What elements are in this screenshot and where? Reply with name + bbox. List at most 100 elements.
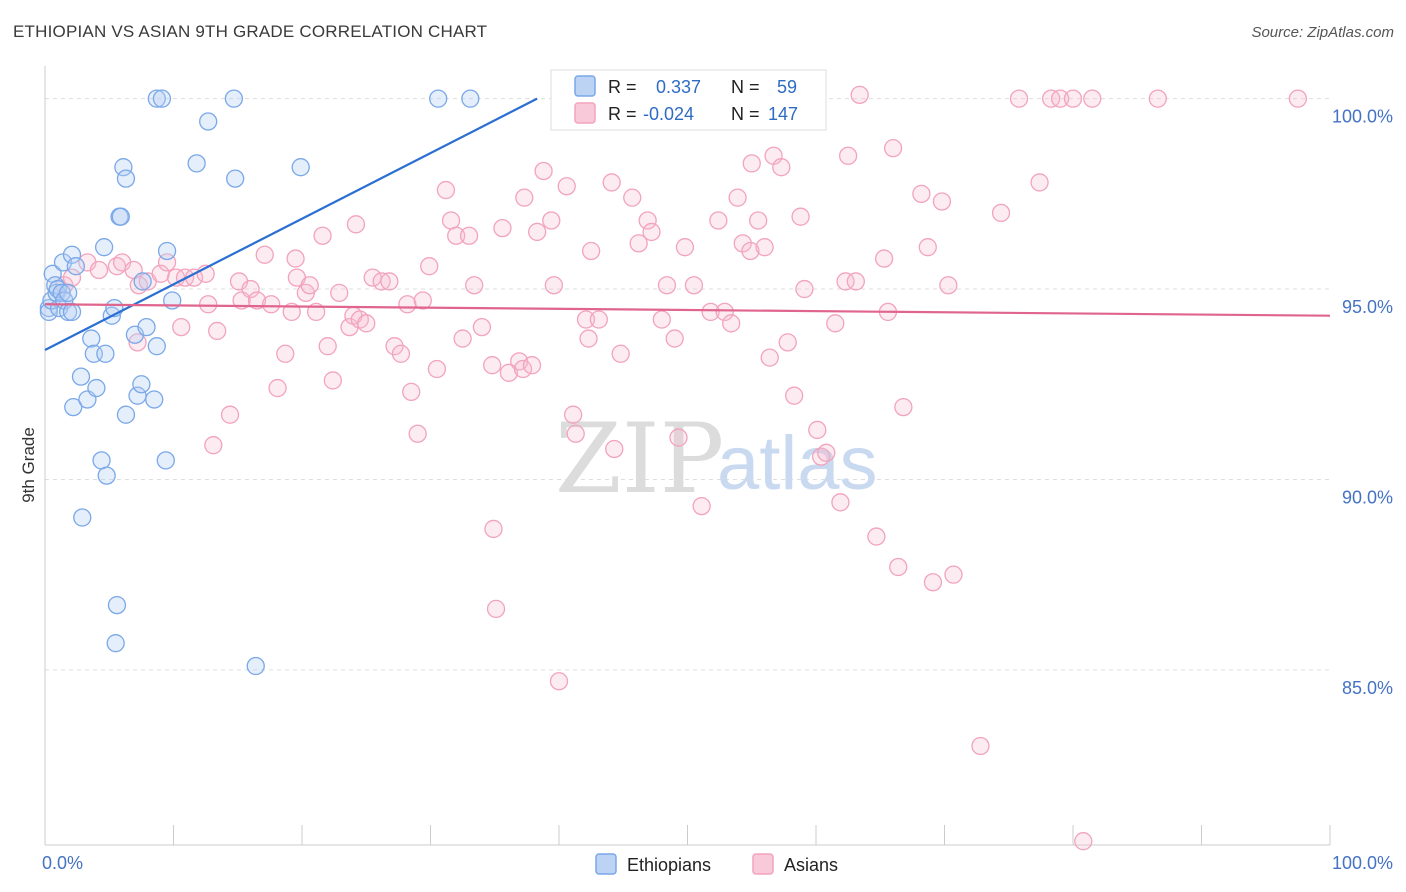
point-asians <box>722 314 741 333</box>
point-asians <box>1083 89 1102 108</box>
point-ethiopians <box>62 245 82 264</box>
point-asians <box>838 146 858 165</box>
point-asians <box>300 276 319 295</box>
point-ethiopians <box>116 169 136 188</box>
legend-r-label-2: R = <box>608 104 637 124</box>
point-asians <box>749 211 768 230</box>
point-asians <box>459 226 479 245</box>
point-asians <box>715 302 734 322</box>
watermark-atlas: atlas <box>717 421 878 506</box>
y-tick-label: 100.0% <box>1332 107 1393 127</box>
point-asians <box>513 359 533 379</box>
point-ethiopians <box>226 169 245 188</box>
point-asians <box>638 211 657 230</box>
bottom-legend-label-ethiopians: Ethiopians <box>627 855 711 875</box>
point-asians <box>576 310 596 329</box>
point-asians <box>579 329 598 348</box>
point-asians <box>247 291 267 310</box>
point-asians <box>701 302 720 322</box>
legend-n-value-ethiopians: 59 <box>777 77 797 97</box>
y-tick-label: 85.0% <box>1342 678 1393 698</box>
point-asians <box>684 276 704 295</box>
point-ethiopians <box>92 451 111 470</box>
point-asians <box>742 154 761 173</box>
point-asians <box>652 310 671 329</box>
point-asians <box>255 245 274 264</box>
point-ethiopians <box>94 238 114 257</box>
point-asians <box>874 249 894 268</box>
y-axis-title: 9th Grade <box>19 427 38 503</box>
y-tick-label: 95.0% <box>1342 297 1393 317</box>
point-asians <box>62 268 82 287</box>
point-asians <box>542 211 561 230</box>
legend-r-value-asians: -0.024 <box>643 104 694 124</box>
point-ethiopians <box>114 158 133 177</box>
point-ethiopians <box>199 112 218 131</box>
trend-line-ethiopians <box>44 97 538 351</box>
point-asians <box>791 207 810 226</box>
point-asians <box>675 238 695 257</box>
point-asians <box>755 238 774 257</box>
point-asians <box>199 295 218 314</box>
point-ethiopians <box>133 272 152 291</box>
y-tick-label: 90.0% <box>1342 487 1393 507</box>
point-asians <box>286 249 305 268</box>
point-ethiopians <box>62 302 82 322</box>
point-ethiopians <box>58 283 78 303</box>
legend-swatch-ethiopians <box>574 75 596 97</box>
series-ethiopians-points <box>39 89 480 676</box>
legend-n-value-asians: 147 <box>768 104 798 124</box>
point-ethiopians <box>82 329 101 348</box>
chart-title: ETHIOPIAN VS ASIAN 9TH GRADE CORRELATION… <box>13 22 488 41</box>
watermark-zip: ZIP <box>555 403 724 515</box>
point-asians <box>557 177 576 196</box>
trend-line-asians <box>44 303 1331 317</box>
point-asians <box>493 218 512 238</box>
point-asians <box>665 329 684 348</box>
point-asians <box>867 527 886 546</box>
point-asians <box>728 188 747 207</box>
x-tick-labels: 0.0% 100.0% <box>42 853 1393 873</box>
point-asians <box>817 443 836 462</box>
point-asians <box>323 371 342 390</box>
point-asians <box>549 672 569 691</box>
point-asians <box>589 310 608 329</box>
point-asians <box>785 386 804 405</box>
point-asians <box>991 203 1011 223</box>
point-asians <box>912 184 931 204</box>
point-asians <box>483 356 502 375</box>
point-asians <box>623 188 642 207</box>
point-asians <box>372 272 391 291</box>
point-ethiopians <box>132 375 151 394</box>
point-asians <box>932 192 952 211</box>
point-asians <box>486 599 506 619</box>
point-asians <box>391 344 411 363</box>
point-asians <box>850 85 869 104</box>
point-ethiopians <box>97 466 116 485</box>
point-asians <box>1051 89 1070 108</box>
watermark: ZIP atlas <box>555 403 878 515</box>
point-asians <box>427 359 447 379</box>
point-asians <box>889 557 908 577</box>
point-asians <box>657 276 677 295</box>
point-ethiopians <box>224 89 244 108</box>
point-asians <box>611 344 630 363</box>
point-asians <box>413 291 432 310</box>
point-ethiopians <box>64 397 83 417</box>
point-asians <box>220 405 240 424</box>
legend-n-label-1: N = <box>731 77 760 97</box>
point-ethiopians <box>461 89 480 108</box>
point-ethiopians <box>137 317 156 337</box>
axes <box>44 66 1331 846</box>
point-ethiopians <box>107 595 127 615</box>
point-ethiopians <box>157 241 177 261</box>
point-ethiopians <box>147 337 166 356</box>
point-asians <box>709 211 728 230</box>
point-ethiopians <box>66 257 85 276</box>
point-asians <box>733 234 752 253</box>
point-asians <box>939 276 958 295</box>
point-asians <box>420 257 439 276</box>
point-asians <box>605 439 624 459</box>
point-asians <box>669 428 688 447</box>
